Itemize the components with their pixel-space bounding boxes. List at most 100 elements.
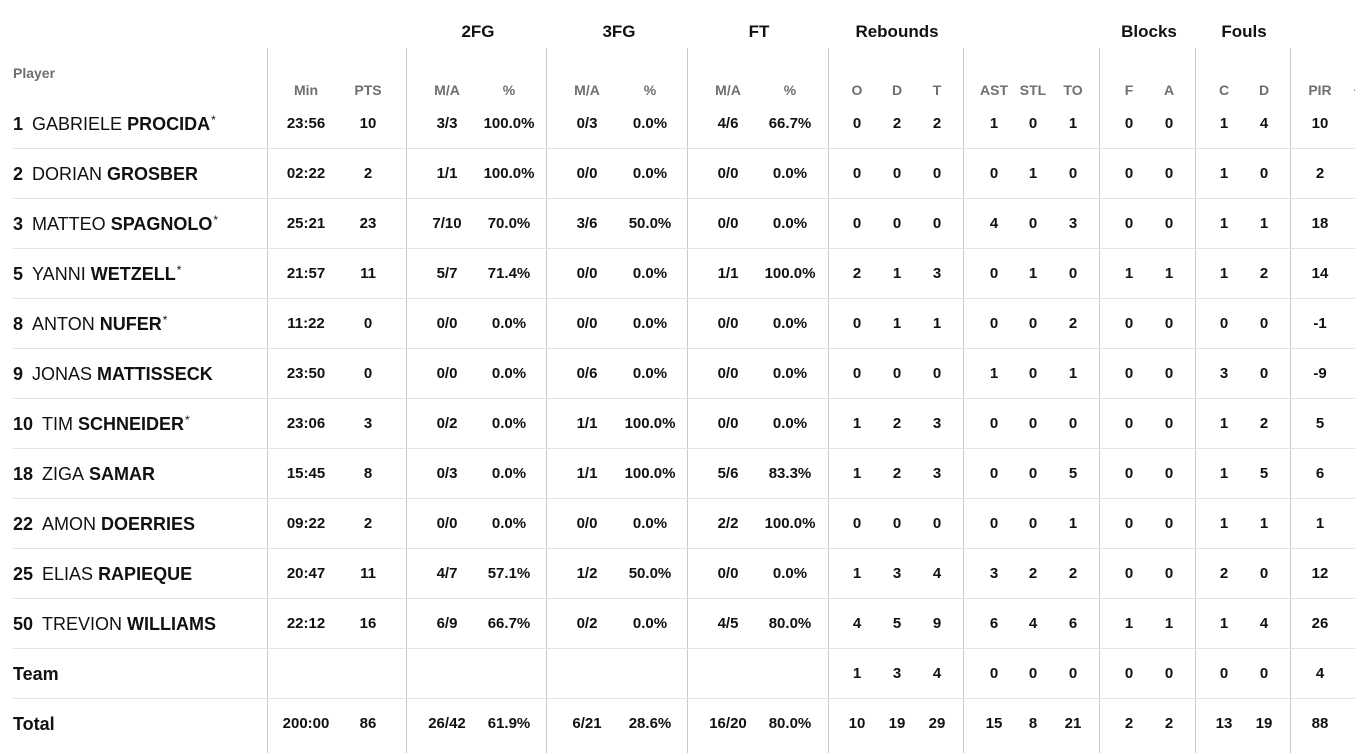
row-divider xyxy=(13,398,1355,399)
row-divider xyxy=(13,448,1355,449)
stat-cell: 1 xyxy=(1068,115,1078,132)
player-name[interactable]: 5 YANNI WETZELL* xyxy=(13,249,181,299)
stat-cell: 80.0% xyxy=(768,615,812,632)
player-name[interactable]: 2 DORIAN GROSBER xyxy=(13,149,198,199)
player-last-name: SCHNEIDER xyxy=(78,414,185,434)
group-header-fouls: Fouls xyxy=(1221,22,1267,41)
stat-cell: 19 xyxy=(1255,715,1273,732)
stat-cell: 1 xyxy=(892,315,902,332)
stat-cell: 0 xyxy=(1259,165,1269,182)
player-name[interactable]: 1 GABRIELE PROCIDA* xyxy=(13,99,216,149)
stat-cell: 2 xyxy=(1068,565,1078,582)
stat-cell: 26 xyxy=(1311,615,1329,632)
stat-cell: 3 xyxy=(892,565,902,582)
stat-cell: 1 xyxy=(1219,415,1229,432)
stat-cell: 12 xyxy=(1311,565,1329,582)
column-header: % xyxy=(643,82,657,98)
stat-cell: 1 xyxy=(1068,365,1078,382)
stat-cell: 100.0% xyxy=(624,415,676,432)
stat-cell: 1 xyxy=(932,315,942,332)
stat-cell: 0/0 xyxy=(436,315,458,332)
stat-cell: 4/5 xyxy=(717,615,739,632)
team-row: Team 1 3 4 0 0 0 0 0 0 0 4 xyxy=(0,649,1355,699)
stat-cell: 1 xyxy=(852,415,862,432)
player-name[interactable]: 9 JONAS MATTISSECK xyxy=(13,349,213,399)
stat-cell: 2 xyxy=(1259,415,1269,432)
stat-cell: 0.0% xyxy=(632,265,668,282)
stat-cell: 0.0% xyxy=(772,415,808,432)
stat-cell: 0 xyxy=(989,415,999,432)
stat-cell: 0.0% xyxy=(632,615,668,632)
stat-cell: 6 xyxy=(989,615,999,632)
stat-cell: 20:47 xyxy=(286,565,326,582)
stat-cell: 4 xyxy=(932,565,942,582)
stat-cell: 4/7 xyxy=(436,565,458,582)
stat-cell: 16 xyxy=(359,615,377,632)
stat-cell: 0 xyxy=(852,515,862,532)
column-header: F xyxy=(1124,82,1134,98)
stat-cell: 0.0% xyxy=(772,215,808,232)
stat-cell: 100.0% xyxy=(764,265,816,282)
stat-cell: 0 xyxy=(1124,415,1134,432)
stat-cell: 2 xyxy=(1068,315,1078,332)
player-last-name: NUFER xyxy=(99,314,162,334)
player-name[interactable]: 50 TREVION WILLIAMS xyxy=(13,599,216,649)
column-header: AST xyxy=(980,82,1008,98)
row-divider xyxy=(13,548,1355,549)
stat-cell: 0 xyxy=(852,115,862,132)
stat-cell: 0 xyxy=(892,165,902,182)
stat-cell: 0 xyxy=(852,215,862,232)
stat-cell: 1/1 xyxy=(436,165,458,182)
table-row: 8 ANTON NUFER* 11:22 0 0/0 0.0% 0/0 0.0% 0/0 0.0% 0… xyxy=(0,299,1355,349)
column-divider xyxy=(1195,48,1196,753)
stat-cell: 0 xyxy=(1164,315,1174,332)
stat-cell: 3 xyxy=(363,415,373,432)
stat-cell: 6/21 xyxy=(572,715,602,732)
stat-cell: 1 xyxy=(1068,515,1078,532)
player-name[interactable]: 10 TIM SCHNEIDER* xyxy=(13,399,190,449)
player-name[interactable]: 8 ANTON NUFER* xyxy=(13,299,167,349)
stat-cell: 0/0 xyxy=(576,165,598,182)
stat-cell: 0 xyxy=(1124,215,1134,232)
player-first-name: ANTON xyxy=(32,314,95,334)
player-name[interactable]: 18 ZIGA SAMAR xyxy=(13,449,155,499)
stat-cell: 3 xyxy=(1068,215,1078,232)
column-header: % xyxy=(783,82,797,98)
row-divider xyxy=(13,248,1355,249)
stat-cell: 1/2 xyxy=(576,565,598,582)
player-name[interactable]: 3 MATTEO SPAGNOLO* xyxy=(13,199,218,249)
column-header: O xyxy=(851,82,863,98)
stat-cell: 0/0 xyxy=(717,165,739,182)
stat-cell: 28.6% xyxy=(628,715,672,732)
stat-cell: 0.0% xyxy=(491,465,527,482)
player-name[interactable]: 25 ELIAS RAPIEQUE xyxy=(13,549,192,599)
stat-cell: 1/1 xyxy=(576,465,598,482)
stat-cell: 100.0% xyxy=(624,465,676,482)
stat-cell: 26/42 xyxy=(428,715,466,732)
player-last-name: PROCIDA xyxy=(127,114,211,134)
stat-cell: 0 xyxy=(1068,165,1078,182)
stat-cell: 1 xyxy=(989,115,999,132)
stat-cell: 2 xyxy=(1164,715,1174,732)
stat-cell: 0.0% xyxy=(491,415,527,432)
stat-cell: 2 xyxy=(852,265,862,282)
stat-cell: 4 xyxy=(852,615,862,632)
stat-cell: 11 xyxy=(360,565,376,582)
stat-cell: 0 xyxy=(1164,115,1174,132)
stat-cell: 2 xyxy=(363,165,373,182)
column-header: PIR xyxy=(1308,82,1332,98)
player-first-name: MATTEO xyxy=(32,214,106,234)
table-row: 10 TIM SCHNEIDER* 23:06 3 0/2 0.0% 1/1 100.0% 0/0… xyxy=(0,399,1355,449)
stat-cell: 0 xyxy=(1164,215,1174,232)
player-name[interactable]: 22 AMON DOERRIES xyxy=(13,499,195,549)
stat-cell: 0.0% xyxy=(632,515,668,532)
stat-cell: 0 xyxy=(1124,165,1134,182)
stat-cell: 16/20 xyxy=(709,715,747,732)
stat-cell: 3 xyxy=(989,565,999,582)
stat-cell: 0 xyxy=(1164,365,1174,382)
column-divider xyxy=(687,48,688,753)
table-row: 1 GABRIELE PROCIDA* 23:56 10 3/3 100.0% 0/3 0.0%… xyxy=(0,99,1355,149)
stat-cell: 0 xyxy=(1164,565,1174,582)
stat-cell: 1 xyxy=(1028,265,1038,282)
